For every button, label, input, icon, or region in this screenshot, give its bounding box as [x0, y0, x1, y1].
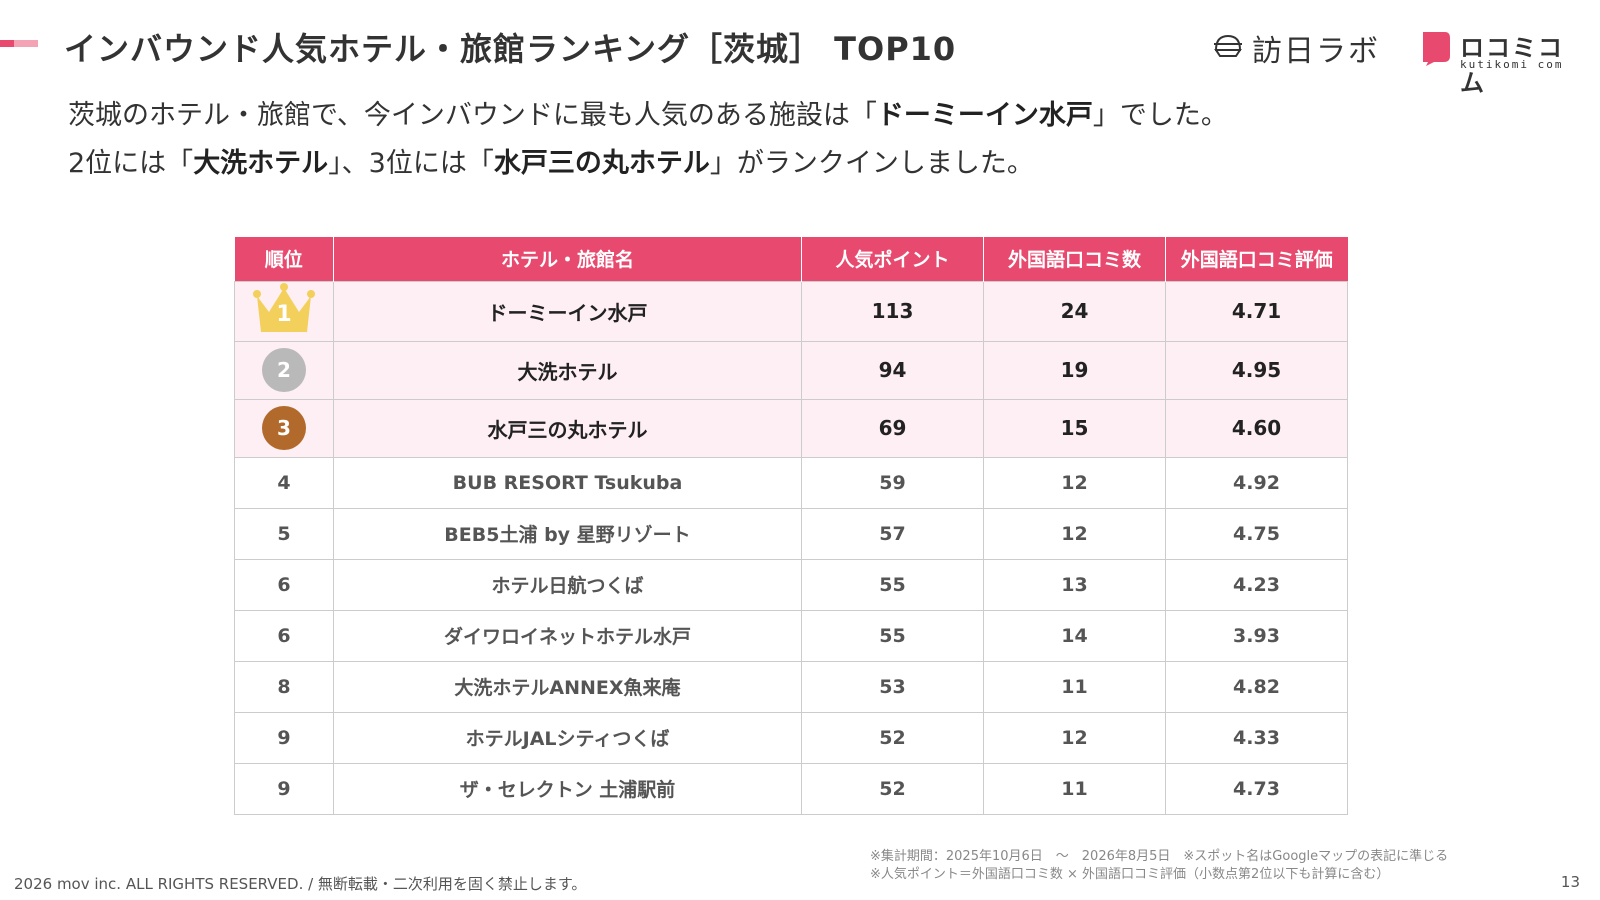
review-rating: 4.75: [1165, 507, 1348, 560]
lead-line-1: 茨城のホテル・旅館で、今インバウンドに最も人気のある施設は「ドーミーイン水戸」で…: [68, 100, 1228, 131]
review-rating: 3.93: [1165, 609, 1348, 662]
footnote-formula: ※人気ポイント＝外国語口コミ数 × 外国語口コミ評価（小数点第2位以下も計算に含…: [870, 867, 1390, 882]
hotel-name: 大洗ホテル: [333, 340, 802, 400]
rank-cell: 2: [234, 340, 334, 400]
header-review-count: 外国語口コミ数: [983, 237, 1166, 281]
review-rating: 4.33: [1165, 711, 1348, 764]
hotel-name: BEB5土浦 by 星野リゾート: [333, 507, 802, 560]
crown-icon: 1: [251, 282, 317, 336]
header-points: 人気ポイント: [801, 237, 984, 281]
review-count: 11: [983, 660, 1166, 713]
kuchikomi-logo-name: ロコミコム: [1460, 34, 1564, 97]
review-count: 13: [983, 558, 1166, 611]
speech-bubble-icon: [1423, 32, 1450, 66]
review-rating: 4.73: [1165, 762, 1348, 815]
popularity-points: 113: [801, 280, 984, 342]
hotel-name: 大洗ホテルANNEX魚来庵: [333, 660, 802, 713]
review-rating: 4.71: [1165, 280, 1348, 342]
hotel-name: 水戸三の丸ホテル: [333, 398, 802, 458]
table-row: 1 ドーミーイン水戸 113 24 4.71: [234, 280, 1348, 342]
header-review-rating: 外国語口コミ評価: [1165, 237, 1348, 281]
title-accent-bar: [0, 40, 38, 47]
rank-number: 1: [276, 301, 292, 327]
rank-cell: 9: [234, 762, 334, 815]
header-rank: 順位: [234, 237, 334, 281]
review-count: 15: [983, 398, 1166, 458]
kuchikomi-com-logo: ロコミコム kutikomi com: [1420, 28, 1570, 97]
silver-medal-icon: 2: [262, 348, 306, 392]
review-rating: 4.23: [1165, 558, 1348, 611]
table-header-row: 順位 ホテル・旅館名 人気ポイント 外国語口コミ数 外国語口コミ評価: [234, 237, 1348, 281]
table-row: 6 ダイワロイネットホテル水戸 55 14 3.93: [234, 609, 1348, 662]
hotel-name: ホテルJALシティつくば: [333, 711, 802, 764]
footnotes: ※集計期間：2025年10月6日 〜 2026年8月5日 ※スポット名はGoog…: [870, 848, 1448, 884]
table-row: 9 ザ・セレクトン 土浦駅前 52 11 4.73: [234, 762, 1348, 815]
lead-highlight-2nd: 大洗ホテル: [193, 148, 329, 179]
hotel-name: BUB RESORT Tsukuba: [333, 456, 802, 509]
review-rating: 4.82: [1165, 660, 1348, 713]
kuchikomi-logo-sub: kutikomi com: [1460, 58, 1564, 71]
review-count: 11: [983, 762, 1166, 815]
review-count: 12: [983, 456, 1166, 509]
review-rating: 4.60: [1165, 398, 1348, 458]
table-row: 3 水戸三の丸ホテル 69 15 4.60: [234, 398, 1348, 458]
rank-cell: 6: [234, 558, 334, 611]
table-row: 5 BEB5土浦 by 星野リゾート 57 12 4.75: [234, 507, 1348, 560]
popularity-points: 52: [801, 711, 984, 764]
rank-cell: 9: [234, 711, 334, 764]
review-count: 12: [983, 711, 1166, 764]
rank-cell: 1: [234, 280, 334, 342]
popularity-points: 69: [801, 398, 984, 458]
popularity-points: 59: [801, 456, 984, 509]
popularity-points: 55: [801, 558, 984, 611]
lead-highlight-1st: ドーミーイン水戸: [876, 100, 1093, 131]
table-row: 6 ホテル日航つくば 55 13 4.23: [234, 558, 1348, 611]
rank-cell: 4: [234, 456, 334, 509]
copyright: 2026 mov inc. ALL RIGHTS RESERVED. / 無断転…: [14, 875, 587, 893]
rank-cell: 6: [234, 609, 334, 662]
page-number: 13: [1560, 873, 1580, 891]
hotel-name: ドーミーイン水戸: [333, 280, 802, 342]
review-count: 12: [983, 507, 1166, 560]
table-row: 8 大洗ホテルANNEX魚来庵 53 11 4.82: [234, 660, 1348, 713]
table-row: 4 BUB RESORT Tsukuba 59 12 4.92: [234, 456, 1348, 509]
hotel-name: ホテル日航つくば: [333, 558, 802, 611]
rank-cell: 8: [234, 660, 334, 713]
popularity-points: 57: [801, 507, 984, 560]
popularity-points: 55: [801, 609, 984, 662]
lead-text: 茨城のホテル・旅館で、今インバウンドに最も人気のある施設は「ドーミーイン水戸」で…: [68, 92, 1228, 188]
ranking-table: 順位 ホテル・旅館名 人気ポイント 外国語口コミ数 外国語口コミ評価 1 ドーミ…: [234, 237, 1348, 815]
review-count: 14: [983, 609, 1166, 662]
header-name: ホテル・旅館名: [333, 237, 802, 281]
hotel-name: ダイワロイネットホテル水戸: [333, 609, 802, 662]
popularity-points: 52: [801, 762, 984, 815]
review-count: 19: [983, 340, 1166, 400]
lead-line-2: 2位には「大洗ホテル」、3位には「水戸三の丸ホテル」がランクインしました。: [68, 148, 1034, 179]
rank-cell: 3: [234, 398, 334, 458]
review-rating: 4.92: [1165, 456, 1348, 509]
rank-cell: 5: [234, 507, 334, 560]
dome-icon: [1212, 30, 1244, 66]
bronze-medal-icon: 3: [262, 406, 306, 450]
popularity-points: 94: [801, 340, 984, 400]
review-rating: 4.95: [1165, 340, 1348, 400]
table-row: 2 大洗ホテル 94 19 4.95: [234, 340, 1348, 400]
table-row: 9 ホテルJALシティつくば 52 12 4.33: [234, 711, 1348, 764]
footnote-period: ※集計期間：2025年10月6日 〜 2026年8月5日 ※スポット名はGoog…: [870, 849, 1449, 864]
popularity-points: 53: [801, 660, 984, 713]
houjin-lab-logo: 訪日ラボ: [1212, 28, 1380, 69]
page-title: インバウンド人気ホテル・旅館ランキング［茨城］ TOP10: [64, 30, 957, 68]
lead-highlight-3rd: 水戸三の丸ホテル: [493, 148, 710, 179]
review-count: 24: [983, 280, 1166, 342]
hotel-name: ザ・セレクトン 土浦駅前: [333, 762, 802, 815]
houjin-lab-logo-text: 訪日ラボ: [1252, 34, 1380, 69]
